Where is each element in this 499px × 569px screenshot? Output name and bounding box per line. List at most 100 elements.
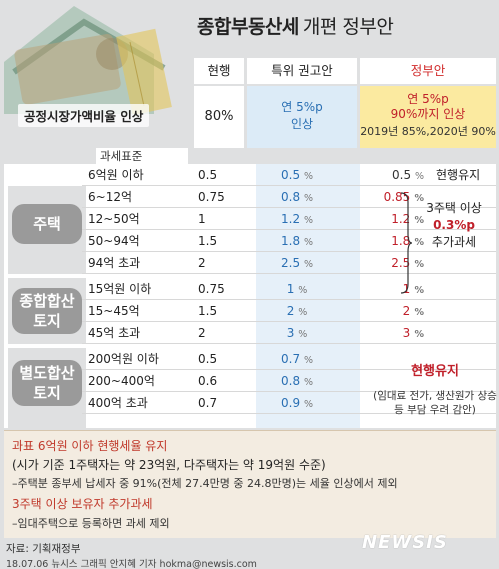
current-rate: 2 xyxy=(198,326,206,340)
government-rate-value: 1.8 xyxy=(391,234,411,248)
taskforce-rate: 1.2 % xyxy=(262,208,332,230)
taskforce-rate: 2 % xyxy=(262,300,332,322)
fmv-label: 공정시장가액비율 인상 xyxy=(18,104,150,127)
tax-standard: 400억 초과 xyxy=(88,396,148,410)
comprehensive-line2: 토지 xyxy=(33,312,61,330)
percent-sign: % xyxy=(414,193,424,204)
footer-line1: 과표 6억원 이하 현행세율 유지 xyxy=(12,439,168,453)
table-row: 200억원 이하 0.5 0.7 % xyxy=(82,348,496,370)
table-row: 94억 초과 2 2.5 % 2.5 % xyxy=(82,252,496,274)
table-row: 12~50억 1 1.2 % 1.2 % xyxy=(82,208,496,230)
tax-standard: 45억 초과 xyxy=(88,326,141,340)
current-rate: 1.5 xyxy=(198,304,218,318)
tax-standard: 200~400억 xyxy=(88,374,155,388)
taskforce-rate: 1 % xyxy=(262,278,332,300)
taskforce-rate: 0.8 % xyxy=(262,370,332,392)
credit: 18.07.06 뉴시스 그래픽 안지혜 기자 hokma@newsis.com xyxy=(6,559,257,569)
percent-sign: % xyxy=(414,259,424,270)
taskforce-rate-value: 0.8 xyxy=(281,374,301,388)
current-rate: 1.5 xyxy=(198,234,218,248)
current-rate: 0.5 xyxy=(198,352,218,366)
category-housing: 주택 xyxy=(12,204,82,244)
taskforce-rate-value: 1.8 xyxy=(281,234,301,248)
current-rate: 0.75 xyxy=(198,282,225,296)
percent-sign: % xyxy=(303,171,313,182)
taskforce-rate: 0.5 % xyxy=(262,164,332,186)
table-row: 45억 초과 2 3 % 3 % xyxy=(82,322,496,344)
current-rate: 0.6 xyxy=(198,374,218,388)
government-rate-value: 2.5 xyxy=(391,256,411,270)
tax-standard: 200억원 이하 xyxy=(88,352,159,366)
multi-home-line1: 3주택 이상 xyxy=(426,201,482,215)
table-row: 200~400억 0.6 0.8 % xyxy=(82,370,496,392)
multi-home-line2: 0.3%p xyxy=(433,218,475,232)
separate-reason-line2: 등 부담 우려 감안) xyxy=(394,404,476,416)
footer-line4: 3주택 이상 보유자 추가과세 xyxy=(12,497,153,511)
government-rate: 2 % xyxy=(364,300,424,322)
footer-notes: 과표 6억원 이하 현행세율 유지 (시가 기준 1주택자는 약 23억원, 다… xyxy=(4,430,496,538)
taskforce-rate-value: 2.5 xyxy=(281,256,301,270)
separate-line2: 토지 xyxy=(33,384,61,402)
header-government: 정부안 xyxy=(360,58,496,84)
separate-line1: 별도합산 xyxy=(19,364,75,382)
comprehensive-line1: 종합합산 xyxy=(19,292,75,310)
percent-sign: % xyxy=(303,259,313,270)
taskforce-rate: 0.8 % xyxy=(262,186,332,208)
title-bold: 종합부동산세 xyxy=(197,16,299,38)
fmv-current: 80% xyxy=(194,86,244,148)
tax-standard-label: 과세표준 xyxy=(96,148,188,164)
table-row: 15~45억 1.5 2 % 2 % xyxy=(82,300,496,322)
percent-sign: % xyxy=(303,377,313,388)
percent-sign: % xyxy=(298,329,308,340)
taskforce-rate-value: 3 xyxy=(286,326,295,340)
taskforce-rate: 1.8 % xyxy=(262,230,332,252)
percent-sign: % xyxy=(414,237,424,248)
footer-line5: –임대주택으로 등록하면 과세 제외 xyxy=(12,517,170,530)
category-comprehensive-land: 종합합산 토지 xyxy=(12,288,82,334)
current-rate: 2 xyxy=(198,256,206,270)
row-note: 현행유지 xyxy=(436,168,481,182)
fmv-gov-line1: 연 5%p xyxy=(407,92,449,106)
government-rate: 3 % xyxy=(364,322,424,344)
fmv-tf-line1: 연 5%p xyxy=(281,100,323,114)
government-rate: 2.5 % xyxy=(364,252,424,274)
government-rate: 1.2 % xyxy=(364,208,424,230)
government-rate-value: 1.2 xyxy=(391,212,411,226)
taskforce-rate: 2.5 % xyxy=(262,252,332,274)
house-money-illustration xyxy=(4,6,172,114)
source: 자료: 기획재정부 xyxy=(6,543,81,555)
taskforce-rate-value: 0.7 xyxy=(281,352,301,366)
fmv-tf-line2: 인상 xyxy=(290,117,314,131)
percent-sign: % xyxy=(303,193,313,204)
table-row: 6억원 이하 0.5 0.5 % 0.5 % 현행유지 xyxy=(82,164,496,186)
newsis-logo: NEWSIS xyxy=(362,532,448,553)
government-rate: 1 % xyxy=(364,278,424,300)
government-rate-value: 1 xyxy=(402,282,411,296)
tax-standard: 6~12억 xyxy=(88,190,132,204)
tax-standard: 50~94억 xyxy=(88,234,140,248)
percent-sign: % xyxy=(298,285,308,296)
government-rate: 1.8 % xyxy=(364,230,424,252)
current-rate: 1 xyxy=(198,212,206,226)
percent-sign: % xyxy=(414,307,424,318)
separate-keep: 현행유지 xyxy=(411,364,459,379)
tax-standard: 15억원 이하 xyxy=(88,282,152,296)
fmv-government: 연 5%p 90%까지 인상 2019년 85%,2020년 90% xyxy=(360,86,496,148)
category-separate-land: 별도합산 토지 xyxy=(12,360,82,406)
header-current: 현행 xyxy=(194,58,244,84)
taskforce-rate-value: 1 xyxy=(286,282,295,296)
table-row: 400억 초과 0.7 0.9 % xyxy=(82,392,496,414)
table-row: 6~12억 0.75 0.8 % 0.85 % xyxy=(82,186,496,208)
rate-table: 주택 종합합산 토지 별도합산 토지 6억원 이하 0.5 0.5 % 0.5 % 현행… xyxy=(4,164,497,428)
percent-sign: % xyxy=(303,355,313,366)
taskforce-rate: 0.9 % xyxy=(262,392,332,414)
percent-sign: % xyxy=(414,215,424,226)
taskforce-rate-value: 0.5 xyxy=(281,168,301,182)
percent-sign: % xyxy=(303,237,313,248)
percent-sign: % xyxy=(303,215,313,226)
current-rate: 0.5 xyxy=(198,168,218,182)
current-rate: 0.7 xyxy=(198,396,218,410)
percent-sign: % xyxy=(298,307,308,318)
title-light: 개편 정부안 xyxy=(302,16,394,38)
